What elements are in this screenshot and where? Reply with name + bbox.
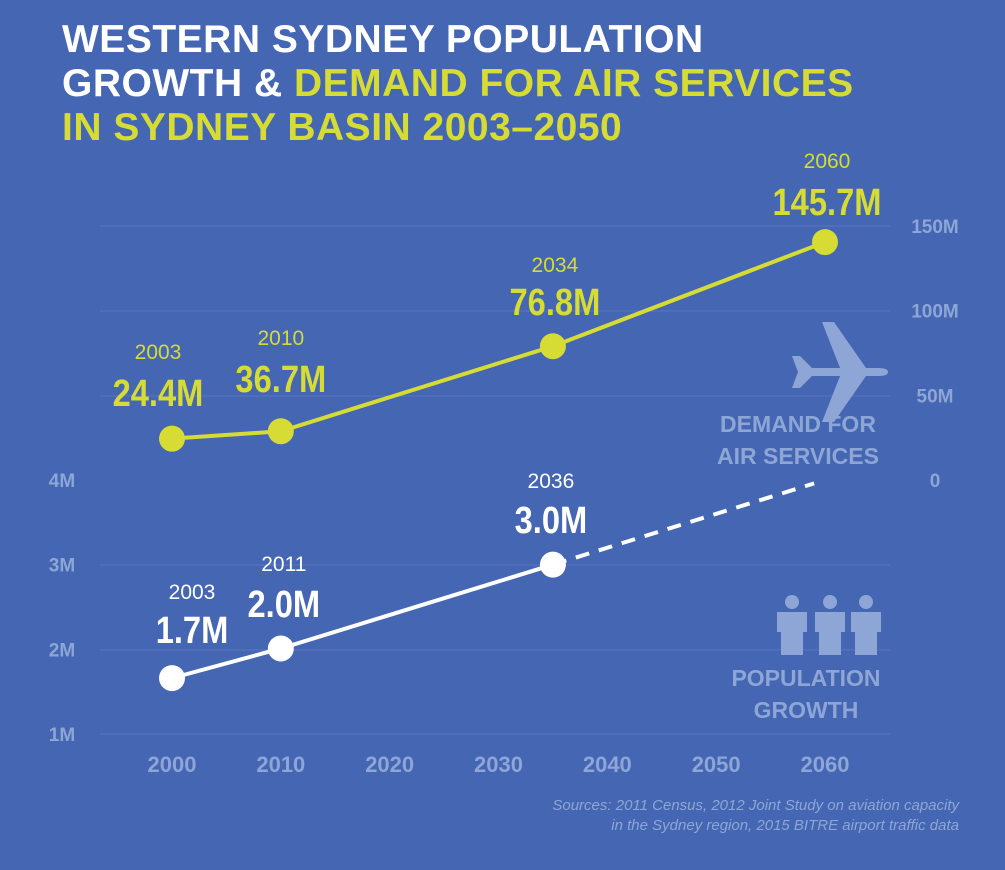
source-note: Sources: 2011 Census, 2012 Joint Study o…	[552, 796, 959, 836]
population-line	[171, 562, 554, 681]
demand-point	[159, 425, 185, 452]
demand-year-label: 2034	[532, 254, 579, 277]
x-axis-tick-label: 2000	[148, 752, 197, 777]
title-line-3: IN SYDNEY BASIN 2003–2050	[62, 106, 623, 149]
right-axis-tick-label: 100M	[911, 302, 959, 323]
title-line-2-yellow: DEMAND FOR AIR SERVICES	[293, 62, 854, 105]
population-point	[539, 551, 566, 578]
x-axis-tick-label: 2050	[692, 752, 741, 777]
demand-value-label: 145.7M	[773, 181, 882, 224]
right-axis-tick-label: 0	[930, 471, 941, 492]
population-value-label: 3.0M	[515, 499, 588, 542]
chart-title: WESTERN SYDNEY POPULATION GROWTH & DEMAN…	[62, 18, 854, 150]
population-value-label: 1.7M	[156, 609, 229, 652]
x-axis-tick-label: 2060	[801, 752, 850, 777]
title-line-1: WESTERN SYDNEY POPULATION	[62, 18, 704, 61]
people-icon	[777, 595, 881, 655]
x-axis-tick-label: 2040	[583, 752, 632, 777]
left-axis-tick-label: 3M	[49, 556, 75, 577]
x-axis-tick-label: 2020	[365, 752, 414, 777]
left-axis-tick-label: 4M	[49, 471, 75, 492]
demand-value-label: 36.7M	[235, 358, 326, 401]
demand-point	[812, 229, 838, 256]
source-line-1: Sources: 2011 Census, 2012 Joint Study o…	[552, 797, 959, 814]
population-point	[267, 635, 294, 662]
airplane-icon	[792, 322, 888, 422]
demand-year-label: 2060	[804, 150, 851, 173]
population-point	[159, 665, 185, 692]
right-axis-tick-label: 150M	[911, 217, 959, 238]
demand-value-label: 76.8M	[510, 281, 601, 324]
title-line-2-white: GROWTH &	[62, 62, 294, 105]
population-projection-line	[552, 481, 815, 567]
population-year-label: 2036	[528, 470, 575, 493]
population-legend-label: GROWTH	[754, 697, 859, 723]
x-axis-tick-label: 2010	[256, 752, 305, 777]
demand-point	[267, 418, 294, 445]
demand-legend-label: AIR SERVICES	[717, 443, 879, 469]
population-legend-label: POPULATION	[731, 665, 880, 691]
population-year-label: 2003	[169, 581, 216, 604]
population-value-label: 2.0M	[248, 583, 321, 626]
source-line-2: in the Sydney region, 2015 BITRE airport…	[611, 817, 959, 834]
demand-legend-label: DEMAND FOR	[720, 411, 876, 437]
demand-year-label: 2010	[257, 327, 304, 350]
left-axis-tick-label: 1M	[49, 725, 75, 746]
left-axis-tick-label: 2M	[49, 640, 75, 661]
population-year-label: 2011	[261, 553, 306, 576]
demand-value-label: 24.4M	[113, 372, 204, 415]
demand-year-label: 2003	[135, 341, 182, 364]
demand-line	[171, 240, 826, 441]
demand-point	[539, 333, 566, 360]
x-axis-tick-label: 2030	[474, 752, 523, 777]
title-line-2: GROWTH & DEMAND FOR AIR SERVICES	[62, 62, 854, 106]
right-axis-tick-label: 50M	[917, 386, 954, 407]
